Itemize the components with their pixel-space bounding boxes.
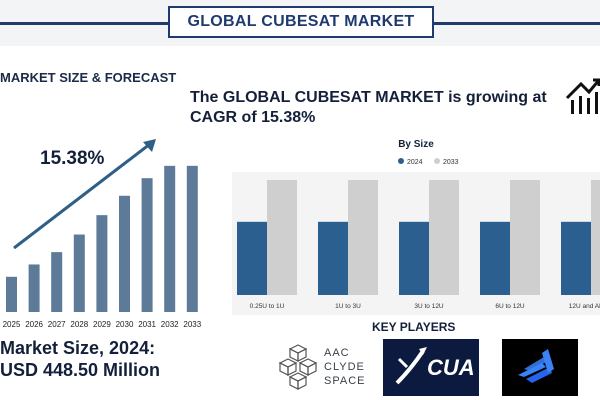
year-tick-2025: 2025 xyxy=(3,320,21,329)
section-label: MARKET SIZE & FORECAST xyxy=(0,70,177,85)
year-tick-2030: 2030 xyxy=(116,320,134,329)
size-tick-0: 0.25U to 1U xyxy=(250,303,285,310)
bar-2024-4 xyxy=(561,221,591,295)
market-size-line2: USD 448.50 Million xyxy=(0,360,161,380)
bar-2024-0 xyxy=(237,221,267,295)
bar-2033-4 xyxy=(591,180,600,295)
year-tick-2031: 2031 xyxy=(138,320,156,329)
bar-2033-3 xyxy=(510,180,540,295)
title-bar: GLOBAL CUBESAT MARKET xyxy=(0,0,600,46)
bar-2024-2 xyxy=(399,221,429,295)
by-size-bar-chart: By Size 2024 2033 0.25U to 1U 1U to 3U 3U to … xyxy=(232,130,600,315)
aac-clyde-space-logo[interactable]: AAC CLYDE SPACE xyxy=(276,339,376,396)
size-tick-1: 1U to 3U xyxy=(335,303,361,310)
forecast-bar-2033 xyxy=(186,165,198,312)
forecast-bar-2029 xyxy=(96,215,108,312)
forecast-bar-2030 xyxy=(119,195,130,312)
size-tick-2: 3U to 12U xyxy=(414,303,444,310)
satellite-swoosh-icon xyxy=(395,347,427,385)
legend-swatch-2033 xyxy=(434,158,440,164)
year-tick-2028: 2028 xyxy=(70,320,88,329)
title-rule-left xyxy=(0,22,168,25)
cua-logo-text: CUA xyxy=(427,355,475,380)
headline: The GLOBAL CUBESAT MARKET is growing at … xyxy=(190,89,547,126)
legend-label-2033: 2033 xyxy=(443,159,459,166)
house-growth-icon xyxy=(565,78,600,114)
year-tick-2032: 2032 xyxy=(161,320,179,329)
bar-2024-3 xyxy=(480,221,510,295)
trend-arrow-line xyxy=(13,142,151,250)
bar-2033-1 xyxy=(348,180,378,295)
bar-2024-1 xyxy=(318,221,348,295)
forecast-bar-2026 xyxy=(28,264,40,312)
year-tick-2033: 2033 xyxy=(183,320,201,329)
year-tick-2027: 2027 xyxy=(48,320,66,329)
forecast-bar-2031 xyxy=(141,178,153,312)
cube-cluster-icon xyxy=(278,344,318,390)
market-size-line1: Market Size, 2024: xyxy=(0,338,156,358)
forecast-bar-2028 xyxy=(73,234,85,312)
size-tick-4: 12U and Above xyxy=(569,303,600,310)
company-logo-chevrons[interactable] xyxy=(502,339,578,396)
market-size-text: Market Size, 2024: USD 448.50 Million xyxy=(0,337,160,381)
cua-logo[interactable]: CUA xyxy=(383,339,479,396)
year-tick-2029: 2029 xyxy=(93,320,111,329)
bar-2033-2 xyxy=(429,180,459,295)
chart-title: By Size xyxy=(398,139,434,150)
year-tick-2026: 2026 xyxy=(25,320,43,329)
chevron-mark-icon xyxy=(518,349,554,383)
page-title: GLOBAL CUBESAT MARKET xyxy=(168,6,434,38)
forecast-bar-2032 xyxy=(164,165,176,312)
forecast-bar-2027 xyxy=(51,252,63,312)
cagr-label: 15.38% xyxy=(40,148,105,169)
trend-arrow-head xyxy=(143,139,156,152)
title-rule-right xyxy=(434,22,600,25)
legend-swatch-2024 xyxy=(398,158,404,164)
key-players-title: KEY PLAYERS xyxy=(372,320,456,334)
forecast-bar-2025 xyxy=(6,276,17,312)
aac-logo-text: AAC CLYDE SPACE xyxy=(324,347,366,387)
size-tick-3: 6U to 12U xyxy=(495,303,525,310)
forecast-bar-chart: 2025 2026 2027 2028 2029 2030 2031 2032 2033 xyxy=(3,139,202,329)
bar-2033-0 xyxy=(267,180,297,295)
legend-label-2024: 2024 xyxy=(407,159,423,166)
